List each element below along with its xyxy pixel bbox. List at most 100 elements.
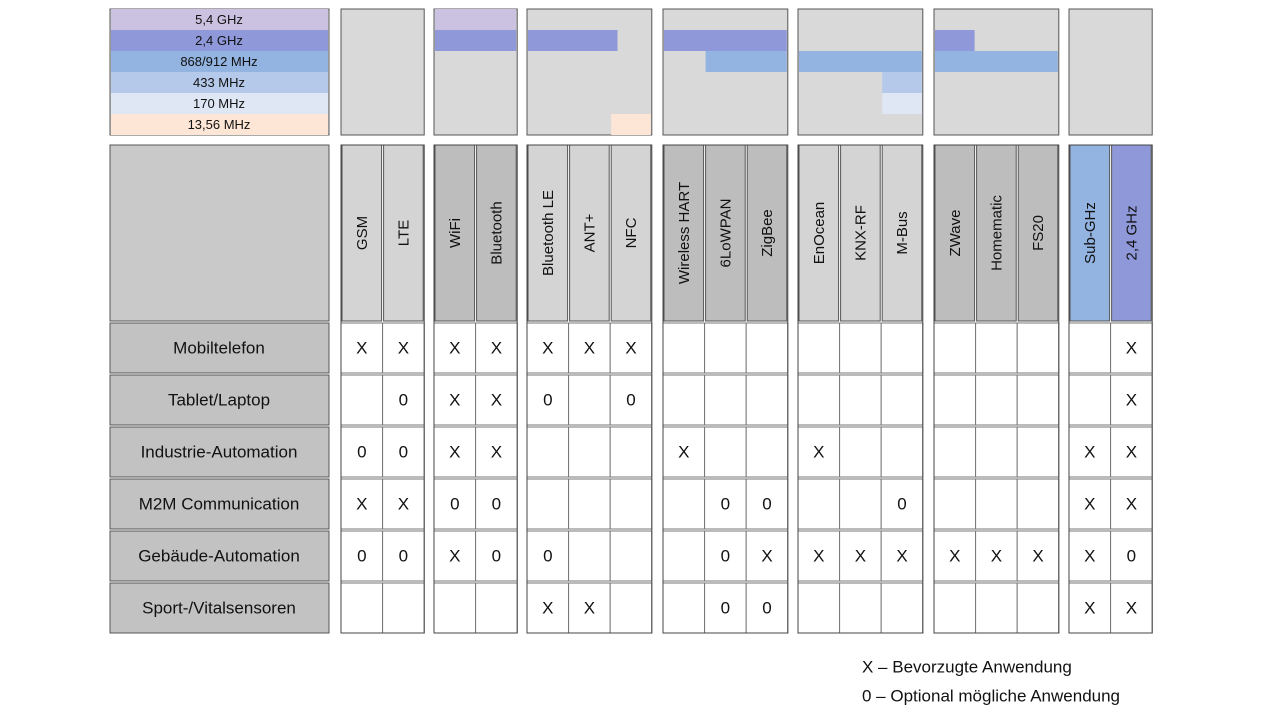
cell-value: X	[896, 546, 907, 565]
cell	[745, 426, 789, 478]
row-header	[109, 582, 330, 634]
cell	[609, 374, 653, 426]
cell	[568, 582, 611, 634]
cell	[433, 530, 477, 582]
row-label: M2M Communication	[139, 494, 300, 513]
column-header	[705, 144, 746, 322]
column-header	[934, 144, 976, 322]
cell-value: 0	[492, 494, 501, 513]
row-header	[109, 374, 330, 426]
column-header	[569, 144, 610, 322]
cell-value: X	[991, 546, 1002, 565]
group-frame	[340, 144, 425, 634]
cell-value: X	[356, 494, 367, 513]
group-freq-panel	[340, 8, 425, 136]
column-label: KNX-RF	[852, 205, 869, 261]
column-header	[341, 144, 383, 322]
freq-band	[882, 72, 922, 93]
cell	[526, 478, 570, 530]
cell-value: X	[1126, 598, 1137, 617]
row-header	[109, 530, 330, 582]
freq-band	[111, 93, 328, 114]
cell	[475, 374, 518, 426]
cell	[797, 374, 841, 426]
column-label: Sub-GHz	[1082, 202, 1099, 264]
cell	[475, 582, 518, 634]
cell	[1068, 530, 1112, 582]
cell-value: X	[1126, 442, 1137, 461]
cell	[662, 426, 706, 478]
cell-value: X	[813, 546, 824, 565]
cell-value: 0	[543, 546, 552, 565]
cell	[568, 426, 611, 478]
cell-value: X	[1084, 442, 1095, 461]
column-header	[1017, 144, 1059, 322]
column-label: 2,4 GHz	[1123, 205, 1140, 260]
cell-value: 0	[762, 494, 771, 513]
cell-value: X	[855, 546, 866, 565]
cell	[662, 478, 706, 530]
cell-value: X	[761, 546, 772, 565]
cell	[880, 582, 924, 634]
cell	[704, 530, 747, 582]
cell-value: X	[949, 546, 960, 565]
cell	[880, 374, 924, 426]
cell	[880, 530, 924, 582]
cell	[797, 582, 841, 634]
cell-value: 0	[721, 494, 730, 513]
group-frame	[433, 144, 518, 634]
column-header	[476, 144, 517, 322]
column-label: Bluetooth LE	[540, 190, 557, 276]
cell	[568, 374, 611, 426]
cell	[839, 478, 882, 530]
cell	[609, 530, 653, 582]
group-frame	[662, 144, 789, 634]
cell	[933, 530, 977, 582]
cell-value: X	[449, 390, 460, 409]
column-label: ANT+	[581, 213, 598, 252]
cell	[839, 374, 882, 426]
cell	[975, 374, 1018, 426]
row-label: Gebäude-Automation	[138, 546, 300, 565]
cell	[340, 374, 384, 426]
column-label: M-Bus	[894, 211, 911, 254]
cell-value: X	[491, 338, 502, 357]
cell	[475, 322, 518, 374]
cell	[745, 374, 789, 426]
cell-value: X	[398, 494, 409, 513]
cell	[1016, 478, 1060, 530]
cell	[839, 426, 882, 478]
freq-band	[111, 72, 328, 93]
cell-value: X	[813, 442, 824, 461]
freq-band	[935, 30, 975, 51]
freq-band	[111, 30, 328, 51]
column-header	[527, 144, 569, 322]
cell	[1110, 374, 1153, 426]
cell	[340, 582, 384, 634]
freq-label: 2,4 GHz	[195, 33, 243, 48]
cell	[433, 582, 477, 634]
cell-value: X	[584, 598, 595, 617]
cell	[340, 322, 384, 374]
freq-band	[611, 114, 651, 135]
column-header	[663, 144, 705, 322]
freq-band	[664, 30, 787, 51]
cell	[475, 530, 518, 582]
cell-value: X	[1084, 546, 1095, 565]
cell-value: X	[449, 442, 460, 461]
cell-value: 0	[399, 390, 408, 409]
column-label: Wireless HART	[676, 182, 693, 284]
column-header	[383, 144, 424, 322]
freq-label: 13,56 MHz	[188, 117, 251, 132]
row-label: Sport-/Vitalsensoren	[142, 598, 296, 617]
cell	[975, 426, 1018, 478]
cell	[1110, 322, 1153, 374]
freq-label: 433 MHz	[193, 75, 245, 90]
row-header	[109, 478, 330, 530]
column-label: ZigBee	[759, 209, 776, 257]
cell	[839, 582, 882, 634]
cell	[609, 478, 653, 530]
cell	[797, 322, 841, 374]
cell	[662, 322, 706, 374]
cell-value: X	[1126, 494, 1137, 513]
